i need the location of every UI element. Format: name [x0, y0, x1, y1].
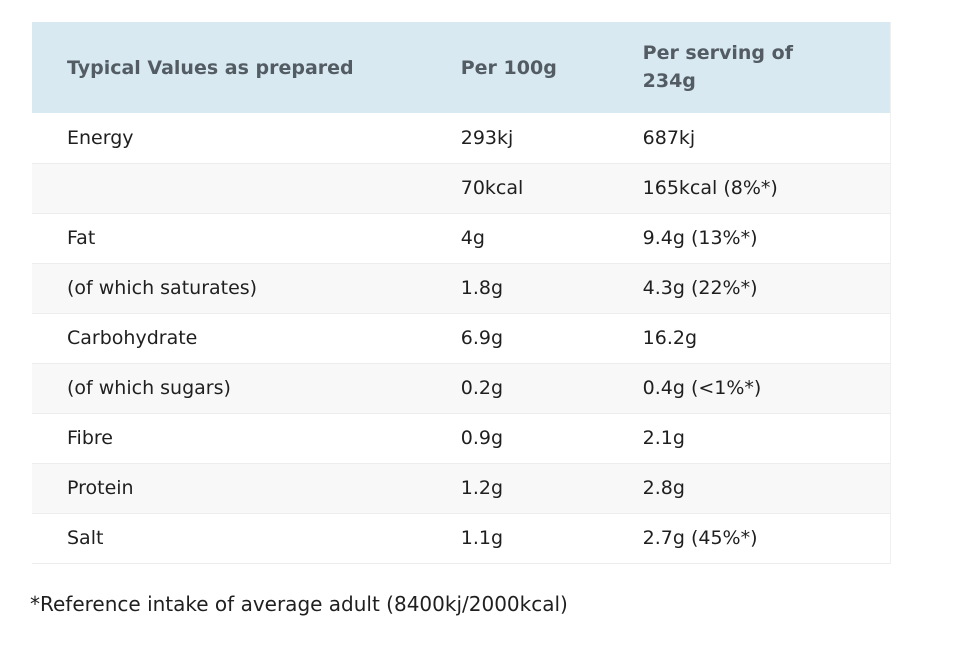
- header-typical-values-label: Typical Values as prepared: [67, 56, 354, 79]
- row-per100g: 1.8g: [444, 263, 627, 314]
- row-label: Salt: [32, 513, 445, 564]
- header-per-serving: Per serving of 234g: [626, 22, 891, 113]
- row-per-serving: 16.2g: [626, 313, 891, 364]
- row-per-serving: 165kcal (8%*): [626, 163, 891, 214]
- table-row: Carbohydrate 6.9g 16.2g: [32, 313, 891, 364]
- row-per100g: 6.9g: [444, 313, 627, 364]
- row-per100g: 4g: [444, 213, 627, 264]
- table-row: Fibre 0.9g 2.1g: [32, 413, 891, 464]
- row-per-serving: 2.8g: [626, 463, 891, 514]
- row-label: (of which sugars): [32, 363, 445, 414]
- row-per-serving: 2.1g: [626, 413, 891, 464]
- row-label: (of which saturates): [32, 263, 445, 314]
- row-per100g: 0.9g: [444, 413, 627, 464]
- header-typical-values: Typical Values as prepared: [32, 22, 445, 113]
- header-per-serving-label: Per serving of 234g: [642, 41, 793, 92]
- table-row: 70kcal 165kcal (8%*): [32, 163, 891, 214]
- table-row: Protein 1.2g 2.8g: [32, 463, 891, 514]
- row-per100g: 1.2g: [444, 463, 627, 514]
- row-per100g: 293kj: [444, 113, 627, 164]
- row-label: Fibre: [32, 413, 445, 464]
- table-row: (of which saturates) 1.8g 4.3g (22%*): [32, 263, 891, 314]
- table-row: Energy 293kj 687kj: [32, 113, 891, 164]
- row-per-serving: 2.7g (45%*): [626, 513, 891, 564]
- row-per100g: 0.2g: [444, 363, 627, 414]
- reference-intake-footnote: *Reference intake of average adult (8400…: [30, 592, 568, 616]
- row-per-serving: 687kj: [626, 113, 891, 164]
- row-label: Protein: [32, 463, 445, 514]
- header-row: Typical Values as prepared Per 100g Per …: [32, 22, 891, 113]
- row-per100g: 70kcal: [444, 163, 627, 214]
- table-body: Energy 293kj 687kj 70kcal 165kcal (8%*) …: [32, 113, 891, 564]
- row-label: Carbohydrate: [32, 313, 445, 364]
- row-per-serving: 9.4g (13%*): [626, 213, 891, 264]
- row-label: [32, 163, 445, 214]
- table-header: Typical Values as prepared Per 100g Per …: [32, 22, 891, 113]
- nutrition-table: Typical Values as prepared Per 100g Per …: [32, 22, 891, 564]
- header-per-100g: Per 100g: [444, 22, 627, 113]
- row-per100g: 1.1g: [444, 513, 627, 564]
- table-row: (of which sugars) 0.2g 0.4g (<1%*): [32, 363, 891, 414]
- table-row: Fat 4g 9.4g (13%*): [32, 213, 891, 264]
- row-label: Fat: [32, 213, 445, 264]
- table-row: Salt 1.1g 2.7g (45%*): [32, 513, 891, 564]
- header-per-100g-label: Per 100g: [460, 56, 557, 79]
- row-label: Energy: [32, 113, 445, 164]
- row-per-serving: 4.3g (22%*): [626, 263, 891, 314]
- row-per-serving: 0.4g (<1%*): [626, 363, 891, 414]
